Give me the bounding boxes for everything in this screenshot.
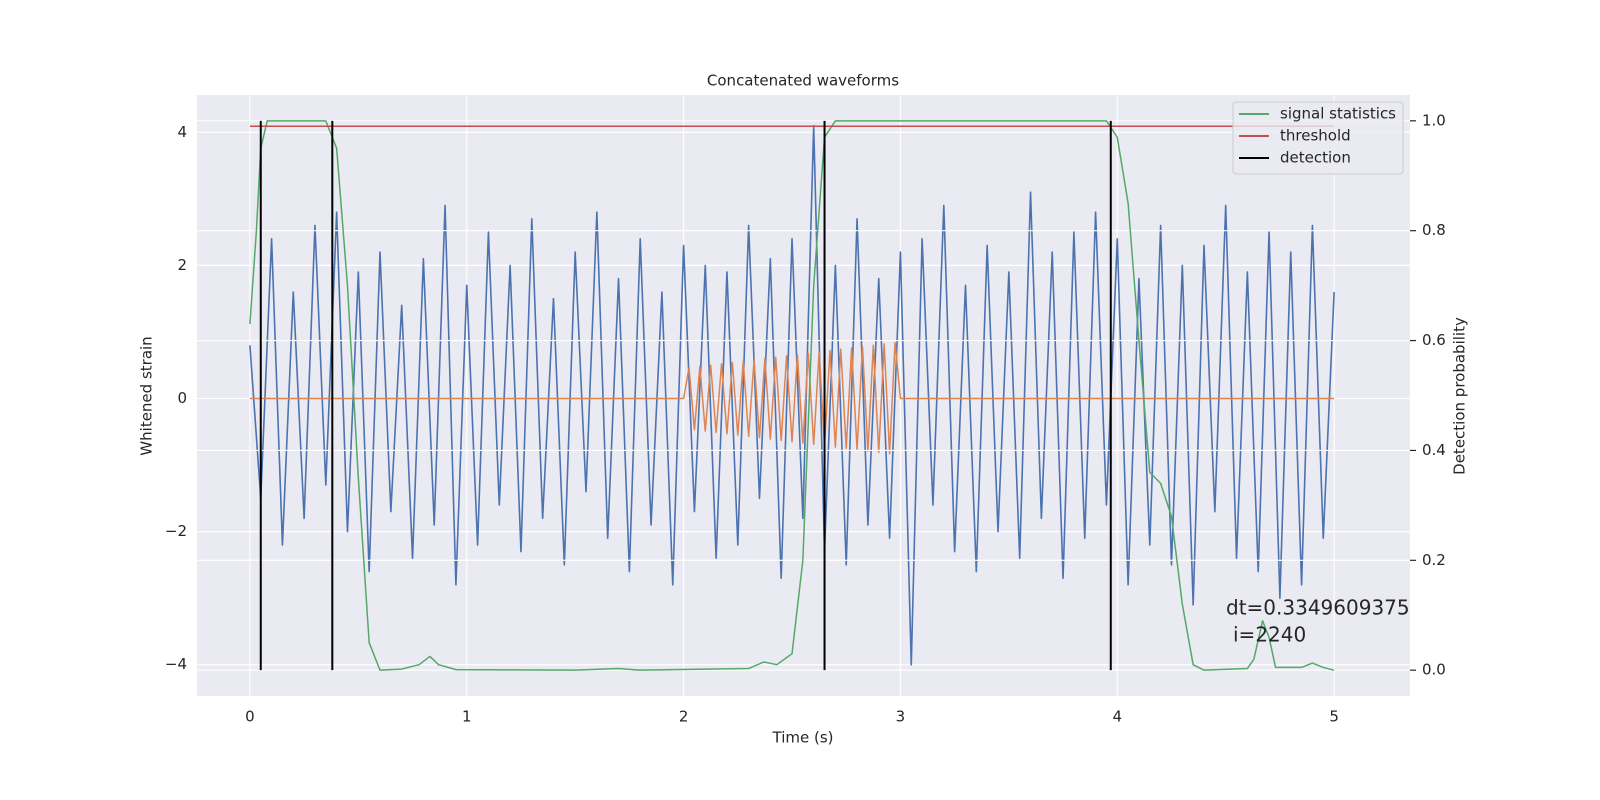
series-line [249, 124, 1335, 666]
y-tick-label: −2 [165, 522, 187, 540]
x-tick-label: 4 [1112, 708, 1122, 726]
y2-tick-label: 0.8 [1422, 221, 1446, 239]
x-tick-label: 0 [245, 708, 255, 726]
plot-area [197, 95, 1410, 696]
y2-tick-label: 0.6 [1422, 331, 1446, 349]
legend-label: signal statistics [1280, 105, 1396, 123]
x-tick-label: 2 [679, 708, 689, 726]
y2-tick-label: 0.0 [1422, 661, 1446, 679]
y2-axis-label: Detection probability [1451, 317, 1469, 475]
x-tick-label: 1 [462, 708, 472, 726]
legend-label: detection [1280, 149, 1351, 167]
legend-label: threshold [1280, 127, 1351, 145]
y-axis-label: Whitened strain [138, 336, 156, 455]
series-line [249, 120, 1335, 671]
y2-tick-label: 0.4 [1422, 441, 1446, 459]
legend-frame [1232, 101, 1404, 175]
y-tick-label: −4 [165, 655, 187, 673]
y-tick-label: 4 [177, 123, 187, 141]
series-line [249, 341, 1335, 455]
y-tick-label: 2 [177, 256, 187, 274]
y2-tick-label: 0.2 [1422, 551, 1446, 569]
annotation: i=2240 [1233, 623, 1306, 647]
chart-title: Concatenated waveforms [707, 72, 899, 90]
y2-tick-label: 1.0 [1422, 111, 1446, 129]
x-tick-label: 3 [896, 708, 906, 726]
x-tick-label: 5 [1329, 708, 1339, 726]
y-tick-label: 0 [177, 389, 187, 407]
annotation: dt=0.3349609375 [1226, 596, 1410, 620]
x-axis-label: Time (s) [772, 729, 834, 747]
